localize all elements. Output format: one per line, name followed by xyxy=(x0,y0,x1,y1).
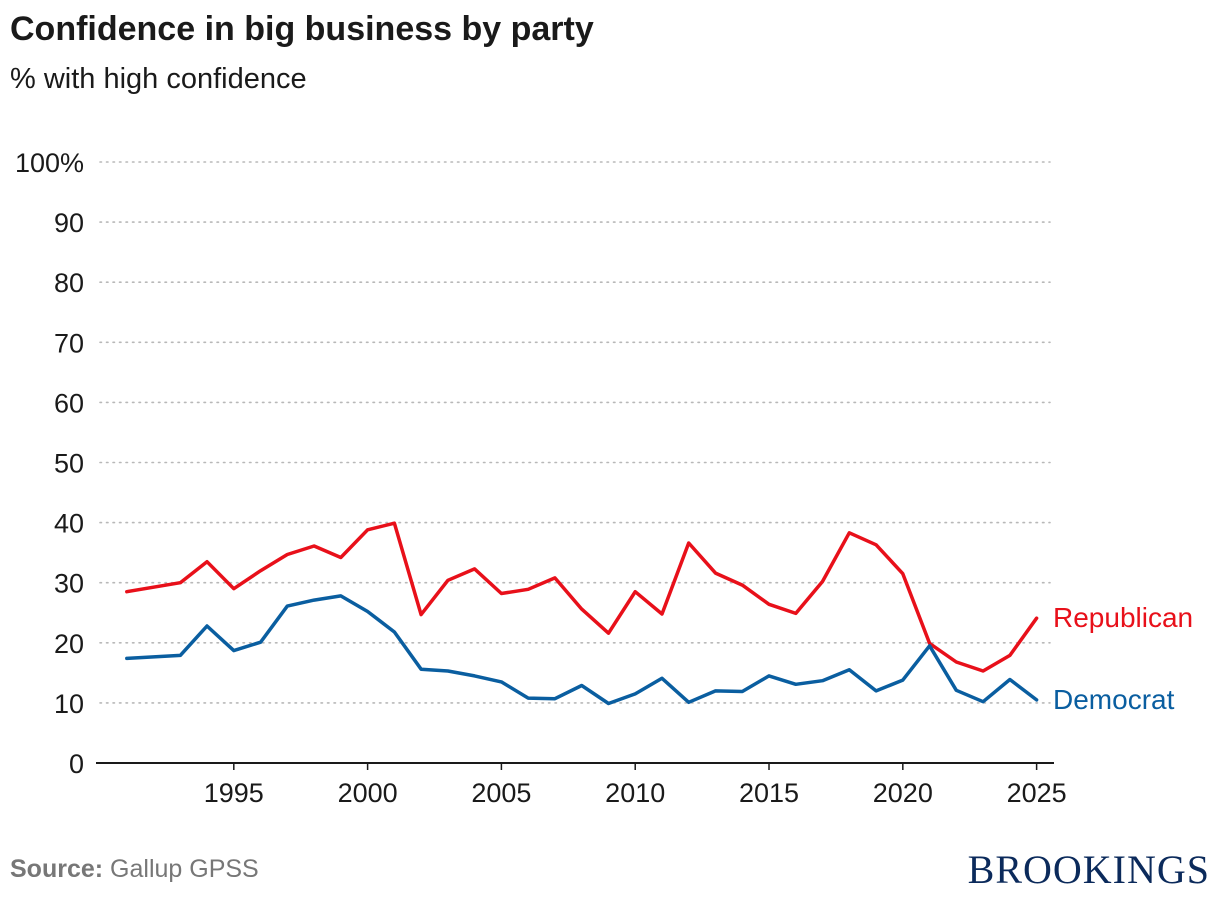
y-tick-label: 30 xyxy=(54,569,84,599)
x-tick-label: 2020 xyxy=(873,778,933,808)
series-line-democrat xyxy=(125,594,1039,706)
y-tick-label: 10 xyxy=(54,689,84,719)
chart-subtitle: % with high confidence xyxy=(10,63,307,95)
y-tick-label: 0 xyxy=(69,749,84,779)
x-tick-label: 2015 xyxy=(739,778,799,808)
line-chart: 0 10 20 30 40 50 60 70 80 90 100% 1995 2000 2005 2010 2… xyxy=(15,148,1193,808)
source-label: Source: xyxy=(10,855,104,883)
y-tick-label: 100% xyxy=(15,148,84,178)
x-tick-label: 2025 xyxy=(1007,778,1067,808)
x-tick-label: 2010 xyxy=(605,778,665,808)
chart-title: Confidence in big business by party xyxy=(10,10,594,48)
source-text: Gallup GPSS xyxy=(103,855,259,883)
series-label-democrat: Democrat xyxy=(1053,684,1175,715)
source-note: Source: Gallup GPSS xyxy=(10,855,259,884)
series-line-republican xyxy=(125,521,1039,673)
y-tick-label: 90 xyxy=(54,208,84,238)
brookings-logo: BROOKINGS xyxy=(967,847,1210,892)
y-tick-label: 60 xyxy=(54,388,84,418)
x-tick-label: 2005 xyxy=(471,778,531,808)
x-tick-label: 1995 xyxy=(204,778,264,808)
series-label-republican: Republican xyxy=(1053,602,1193,633)
x-tick-label: 2000 xyxy=(338,778,398,808)
y-tick-label: 20 xyxy=(54,629,84,659)
y-tick-label: 50 xyxy=(54,449,84,479)
y-tick-label: 70 xyxy=(54,328,84,358)
y-tick-label: 40 xyxy=(54,509,84,539)
y-tick-label: 80 xyxy=(54,268,84,298)
